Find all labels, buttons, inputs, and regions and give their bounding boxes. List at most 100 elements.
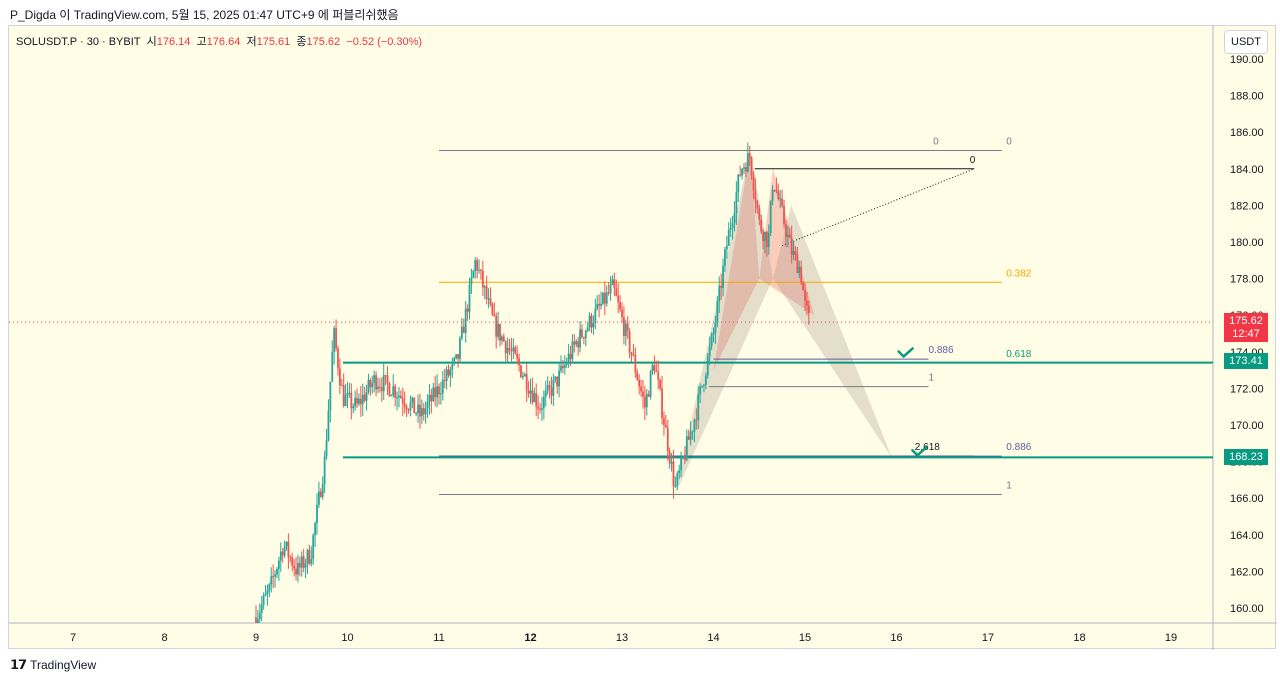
- candle-body: [506, 347, 509, 354]
- candle-body: [379, 386, 381, 388]
- candle-body: [480, 269, 482, 271]
- candle-body: [653, 365, 656, 371]
- candle-body: [657, 372, 660, 380]
- y-tick-label: 160.00: [1230, 603, 1264, 615]
- candle-body: [573, 341, 576, 345]
- candle-body: [430, 394, 433, 402]
- y-tick-label: 164.00: [1230, 530, 1264, 542]
- candle-body: [663, 418, 665, 425]
- candle-body: [401, 398, 404, 404]
- candle-body: [739, 174, 742, 176]
- candle-body: [729, 227, 732, 231]
- level-upper-label: 173.41: [1224, 353, 1268, 369]
- candle-body: [354, 397, 357, 407]
- candle-body: [541, 408, 543, 410]
- candle-body: [297, 563, 299, 575]
- candle-body: [485, 286, 488, 299]
- candle-body: [680, 457, 682, 471]
- candle-body: [615, 288, 618, 296]
- candle-body: [455, 354, 458, 358]
- candle-body: [384, 375, 387, 377]
- candle-body: [548, 385, 551, 388]
- candle-body: [396, 397, 398, 399]
- candle-body: [731, 222, 734, 228]
- candle-body: [804, 290, 806, 301]
- x-tick-label: 11: [433, 632, 444, 644]
- candle-body: [531, 390, 534, 403]
- candle-body: [291, 557, 294, 566]
- y-tick-label: 184.00: [1230, 164, 1264, 176]
- candle-body: [327, 410, 330, 441]
- candle-body: [685, 436, 688, 460]
- currency-unit-button[interactable]: USDT: [1224, 30, 1268, 54]
- candle-body: [796, 254, 799, 274]
- y-tick-label: 186.00: [1230, 127, 1264, 139]
- x-tick-label: 19: [1165, 632, 1177, 644]
- candle-body: [767, 232, 770, 248]
- candle-body: [630, 352, 633, 355]
- candle-body: [609, 284, 612, 294]
- candle-body: [737, 174, 740, 193]
- current-price-label: 175.62 12:47: [1224, 313, 1268, 342]
- candle-body: [716, 300, 719, 323]
- candle-body: [554, 376, 557, 380]
- candle-body: [365, 391, 368, 401]
- chart-panel[interactable]: 190.00 188.00 186.00 184.00 182.00 180.00 178.…: [8, 25, 1277, 650]
- candle-body: [727, 230, 730, 246]
- candle-body: [579, 329, 581, 348]
- candle-body: [788, 234, 791, 238]
- candle-body: [605, 292, 608, 304]
- candle-body: [704, 375, 707, 385]
- harmonic-pattern-triangle: [675, 150, 773, 495]
- candle-body: [438, 386, 440, 395]
- candle-body: [613, 279, 616, 289]
- candle-body: [695, 419, 698, 421]
- candle-body: [489, 298, 492, 305]
- candle-body: [790, 237, 793, 256]
- x-tick-label: 8: [161, 632, 167, 644]
- candle-body: [558, 370, 560, 387]
- candle-body: [752, 174, 755, 191]
- candle-body: [300, 556, 303, 568]
- candle-body: [676, 473, 679, 486]
- symbol-info[interactable]: SOLUSDT.P · 30 · BYBIT: [16, 36, 141, 48]
- check-icon: [897, 347, 914, 359]
- candle-body: [722, 265, 724, 288]
- candle-body: [684, 456, 686, 460]
- candle-body: [565, 364, 568, 366]
- candle-body: [338, 368, 341, 386]
- y-tick-label: 178.00: [1230, 274, 1264, 286]
- candle-body: [398, 395, 400, 398]
- candle-body: [596, 303, 599, 309]
- y-tick-label: 180.00: [1230, 237, 1264, 249]
- candle-body: [264, 593, 267, 596]
- x-tick-label: 12: [524, 632, 536, 644]
- candle-body: [691, 431, 694, 433]
- candle-body: [664, 424, 667, 428]
- trend-line: [781, 168, 975, 247]
- candle-body: [756, 201, 759, 209]
- candle-body: [276, 568, 278, 575]
- price-chart[interactable]: 190.00 188.00 186.00 184.00 182.00 180.00 178.…: [9, 26, 1277, 650]
- candle-body: [621, 309, 623, 318]
- candle-body: [521, 376, 524, 378]
- x-tick-label: 14: [707, 632, 719, 644]
- candle-body: [289, 557, 292, 559]
- candle-body: [577, 341, 580, 348]
- candle-body: [268, 584, 271, 591]
- tradingview-logo[interactable]: 𝟭𝟳 TradingView: [10, 657, 96, 673]
- harmonic-pattern-triangle: [713, 150, 760, 371]
- y-tick-label: 172.00: [1230, 383, 1264, 395]
- candle-body: [806, 300, 808, 306]
- candle-body: [472, 270, 475, 278]
- candle-body: [720, 285, 723, 288]
- candle-body: [520, 365, 522, 378]
- brand-name: TradingView: [30, 658, 97, 672]
- candle-body: [337, 348, 339, 369]
- candle-body: [356, 397, 358, 404]
- candle-body: [382, 375, 385, 392]
- candle-body: [760, 219, 763, 232]
- candle-body: [783, 205, 785, 225]
- candle-body: [750, 157, 753, 175]
- close-value: 175.62: [306, 36, 341, 48]
